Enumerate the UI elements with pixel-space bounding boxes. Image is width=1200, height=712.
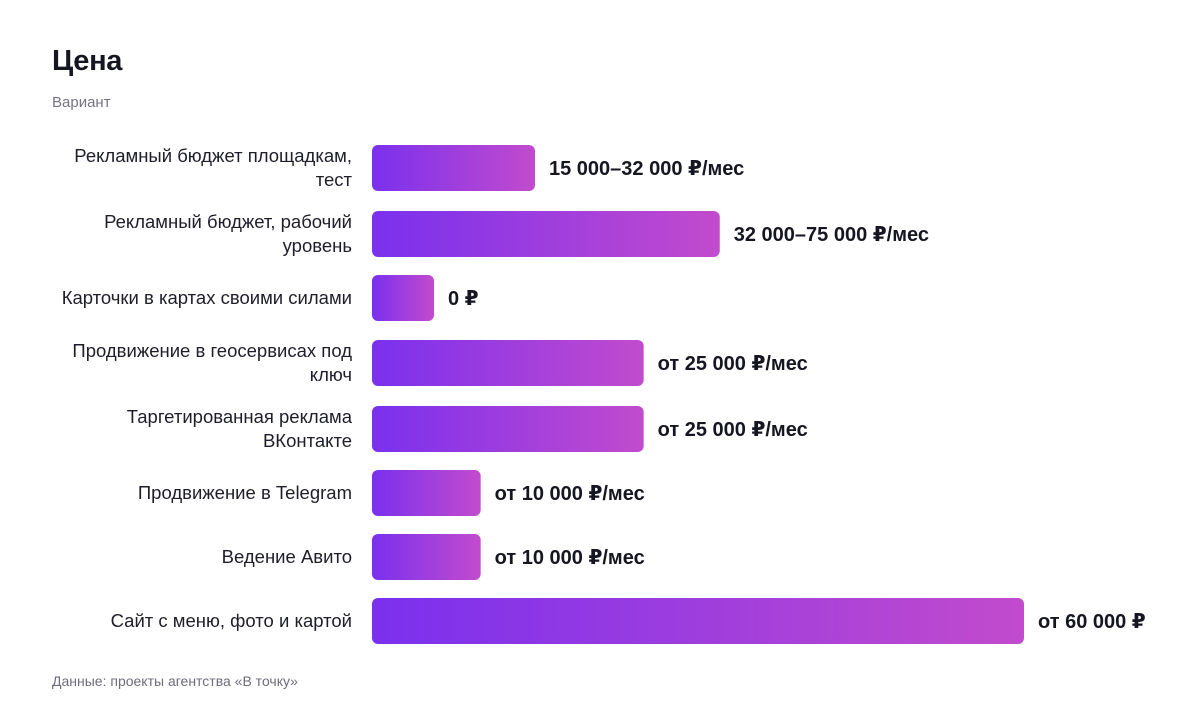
category-label: Продвижение в геосервисах под ключ bbox=[72, 340, 352, 385]
bar-7 bbox=[372, 598, 1024, 644]
category-label: Карточки в картах своими силами bbox=[62, 287, 352, 308]
value-label: от 60 000 ₽ bbox=[1038, 611, 1146, 633]
value-label: 0 ₽ bbox=[448, 288, 479, 310]
bar-3 bbox=[372, 340, 644, 386]
value-label: от 10 000 ₽/мес bbox=[495, 483, 645, 505]
data-source-note: Данные: проекты агентства «В точку» bbox=[52, 673, 298, 689]
bar-1 bbox=[372, 211, 720, 257]
category-label: Продвижение в Telegram bbox=[138, 482, 352, 503]
category-label: Ведение Авито bbox=[222, 546, 352, 567]
value-label: от 10 000 ₽/мес bbox=[495, 547, 645, 569]
category-label: Рекламный бюджет площадкам, тест bbox=[74, 145, 352, 190]
chart-subtitle: Вариант bbox=[52, 94, 111, 111]
value-label: от 25 000 ₽/мес bbox=[658, 353, 808, 375]
category-label: Рекламный бюджет, рабочий уровень bbox=[104, 211, 352, 256]
category-label: Сайт с меню, фото и картой bbox=[111, 610, 352, 631]
bar-5 bbox=[372, 470, 481, 516]
bar-4 bbox=[372, 406, 644, 452]
bar-0 bbox=[372, 145, 535, 191]
chart-title: Цена bbox=[52, 45, 123, 77]
bar-6 bbox=[372, 534, 481, 580]
category-label: Таргетированная реклама ВКонтакте bbox=[127, 406, 353, 451]
value-label: 15 000–32 000 ₽/мес bbox=[549, 158, 744, 180]
value-label: от 25 000 ₽/мес bbox=[658, 419, 808, 441]
value-label: 32 000–75 000 ₽/мес bbox=[734, 224, 929, 246]
bar-2 bbox=[372, 275, 434, 321]
